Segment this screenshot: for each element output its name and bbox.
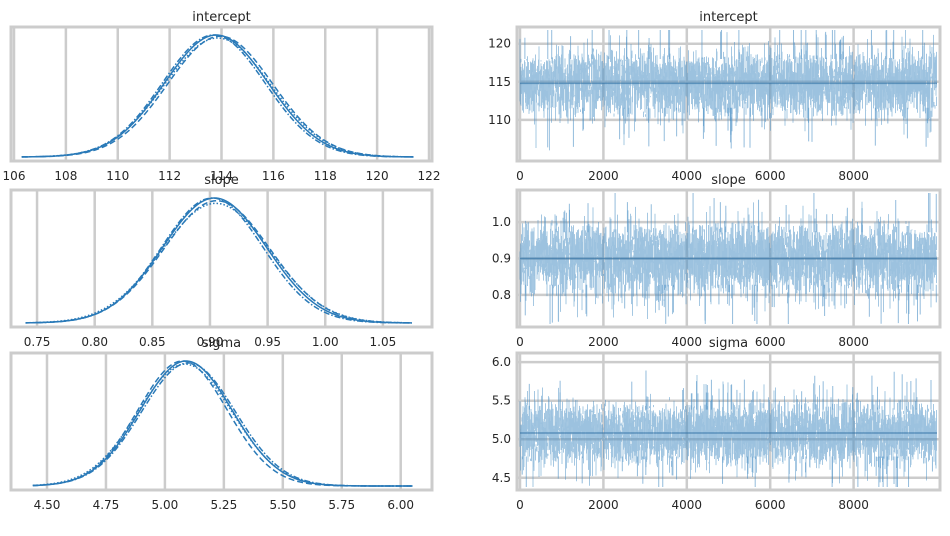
density-curve-chain-2	[25, 197, 412, 324]
trace-outliers	[521, 370, 933, 487]
y-tick-label: 110	[488, 113, 511, 127]
x-tick-label: 114	[210, 169, 233, 183]
x-tick-label: 4.50	[34, 498, 61, 512]
x-tick-label: 4000	[672, 335, 703, 349]
x-tick-label: 122	[418, 169, 441, 183]
x-tick-label: 4000	[672, 169, 703, 183]
panel-density-sigma: sigma 4.50 4.75 5.00 5.25 5.50 5.75 6.00	[9, 336, 434, 512]
y-tick-label: 6.0	[492, 355, 511, 369]
x-tick-label: 4000	[672, 498, 703, 512]
panel-title: intercept	[192, 10, 251, 25]
trace-samples	[519, 201, 937, 321]
panel-density-slope: slope 0.75 0.80 0.85 0.90 0.95 1.00 1.05	[9, 173, 434, 349]
x-tick-label: 0	[516, 169, 524, 183]
density-curve-chain-1	[25, 199, 412, 324]
x-tick-label: 0.75	[24, 335, 51, 349]
x-tick-label: 8000	[838, 335, 869, 349]
density-curve-chain-0	[32, 360, 413, 487]
x-tick-label: 5.75	[328, 498, 355, 512]
x-tick-label: 120	[366, 169, 389, 183]
x-tick-label: 8000	[838, 169, 869, 183]
x-tick-label: 2000	[588, 335, 619, 349]
y-tick-label: 115	[488, 75, 511, 89]
y-tick-label: 5.0	[492, 432, 511, 446]
x-tick-label: 0	[516, 498, 524, 512]
axes-frame	[9, 25, 434, 163]
axes-frame	[9, 188, 434, 329]
trace-outliers	[524, 193, 937, 324]
panel-trace-intercept: intercept 0 2000 4000 6000 8000 110 115 120	[488, 10, 942, 183]
x-tick-label: 106	[3, 169, 26, 183]
trace-samples	[519, 374, 937, 487]
x-tick-label: 2000	[588, 169, 619, 183]
x-tick-label: 112	[158, 169, 181, 183]
x-tick-label: 1.00	[312, 335, 339, 349]
density-curve-chain-1	[32, 360, 413, 487]
x-tick-label: 6.00	[387, 498, 414, 512]
y-tick-label: 0.8	[492, 288, 511, 302]
x-tick-label: 2000	[588, 498, 619, 512]
x-tick-label: 118	[314, 169, 337, 183]
x-tick-label: 5.00	[152, 498, 179, 512]
x-tick-label: 1.05	[370, 335, 397, 349]
x-tick-label: 0.95	[254, 335, 281, 349]
density-curve-chain-3	[21, 37, 414, 158]
x-tick-label: 4.75	[93, 498, 120, 512]
axes-frame	[515, 351, 942, 492]
y-tick-label: 1.0	[492, 215, 511, 229]
density-curve-chain-2	[21, 34, 414, 158]
x-tick-label: 6000	[755, 169, 786, 183]
trace-outliers	[524, 30, 929, 149]
panel-trace-sigma: sigma 0 2000 4000 6000 8000 4.5 5.0 5.5 6.0	[492, 336, 942, 512]
axes-frame	[515, 188, 942, 329]
density-curve-chain-2	[32, 362, 413, 487]
x-tick-label: 0.85	[139, 335, 166, 349]
panel-title: slope	[204, 173, 239, 188]
axes-frame	[515, 25, 942, 163]
density-curve-chain-0	[25, 197, 412, 324]
x-tick-label: 108	[54, 169, 77, 183]
panel-title: sigma	[202, 336, 241, 351]
axes-frame	[9, 351, 434, 492]
y-tick-label: 120	[488, 37, 511, 51]
x-tick-label: 6000	[755, 335, 786, 349]
panel-title: intercept	[699, 10, 758, 25]
panel-title: slope	[711, 173, 746, 188]
x-tick-label: 116	[262, 169, 285, 183]
y-tick-label: 5.5	[492, 394, 511, 408]
density-curve-chain-3	[25, 202, 412, 324]
panel-title: sigma	[709, 336, 748, 351]
x-tick-label: 5.50	[269, 498, 296, 512]
x-tick-label: 0.80	[81, 335, 108, 349]
x-tick-label: 0.90	[197, 335, 224, 349]
density-curve-chain-1	[21, 35, 414, 158]
x-tick-label: 110	[106, 169, 129, 183]
trace-samples	[519, 30, 937, 151]
x-tick-label: 5.25	[210, 498, 237, 512]
y-tick-label: 0.9	[492, 252, 511, 266]
density-curve-chain-0	[21, 34, 414, 158]
panel-trace-slope: slope 0 2000 4000 6000 8000 0.8 0.9 1.0	[492, 173, 942, 349]
panel-density-intercept: intercept 106 108 110 112 114 116 118 120 122	[3, 10, 441, 183]
x-tick-label: 8000	[838, 498, 869, 512]
y-tick-label: 4.5	[492, 471, 511, 485]
density-curve-chain-3	[32, 363, 413, 487]
x-tick-label: 0	[516, 335, 524, 349]
x-tick-label: 6000	[755, 498, 786, 512]
